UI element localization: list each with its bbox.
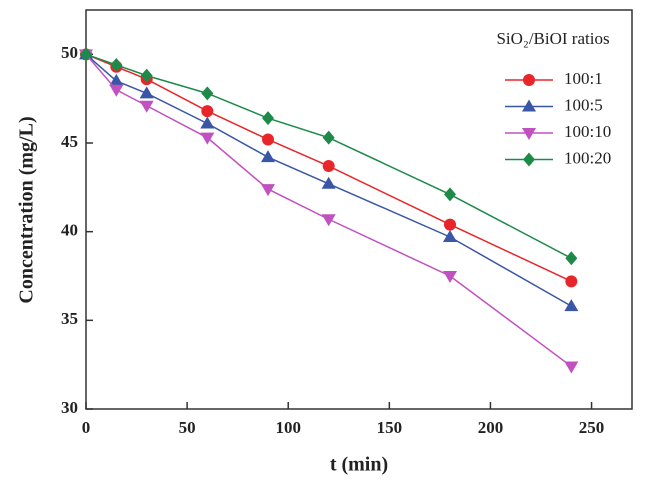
- x-tick-label: 100: [275, 418, 301, 437]
- legend-marker: [523, 74, 535, 86]
- x-tick-label: 50: [179, 418, 196, 437]
- x-tick-label: 250: [579, 418, 605, 437]
- data-point: [565, 275, 578, 288]
- series-line: [85, 53, 572, 259]
- x-axis-title: t (min): [330, 454, 388, 476]
- data-point: [109, 73, 124, 86]
- legend-label: 100:20: [564, 148, 611, 167]
- y-tick-label: 45: [61, 132, 78, 151]
- y-tick-label: 30: [61, 398, 78, 417]
- y-tick-label: 50: [61, 43, 78, 62]
- x-tick-label: 0: [82, 418, 91, 437]
- data-point: [109, 84, 124, 97]
- legend-label: 100:10: [564, 122, 611, 141]
- legend-marker: [522, 99, 536, 112]
- y-tick-label: 35: [61, 309, 78, 328]
- data-point: [322, 130, 335, 145]
- legend-label: 100:1: [564, 69, 603, 88]
- data-point: [261, 150, 275, 163]
- data-point: [444, 218, 456, 231]
- data-point: [443, 271, 457, 283]
- data-point: [565, 251, 578, 266]
- plot-frame: [85, 9, 633, 410]
- data-point: [110, 57, 123, 72]
- data-point: [200, 116, 215, 129]
- data-point: [262, 133, 274, 146]
- data-point: [201, 105, 214, 118]
- data-point: [262, 111, 274, 126]
- x-tick-label: 200: [478, 418, 504, 437]
- data-point: [444, 187, 456, 202]
- data-point: [443, 229, 457, 242]
- data-point: [201, 86, 214, 101]
- data-point: [261, 184, 275, 197]
- data-point: [321, 176, 336, 189]
- legend-label: 100:5: [564, 95, 603, 114]
- y-tick-label: 40: [61, 221, 78, 240]
- data-point: [564, 299, 579, 312]
- legend-marker: [523, 152, 535, 167]
- x-tick-label: 150: [377, 418, 403, 437]
- data-point: [80, 47, 92, 62]
- data-point: [322, 160, 335, 173]
- series-line: [85, 53, 572, 368]
- y-axis-title: Concentration (mg/L): [16, 116, 38, 303]
- data-point: [200, 132, 215, 145]
- legend-marker: [522, 128, 536, 140]
- data-point: [139, 100, 154, 113]
- data-point: [139, 86, 154, 99]
- data-point: [321, 214, 336, 227]
- data-point: [140, 68, 153, 83]
- legend-title: SiO₂/BiOI ratios: [496, 29, 609, 48]
- data-point: [564, 361, 579, 374]
